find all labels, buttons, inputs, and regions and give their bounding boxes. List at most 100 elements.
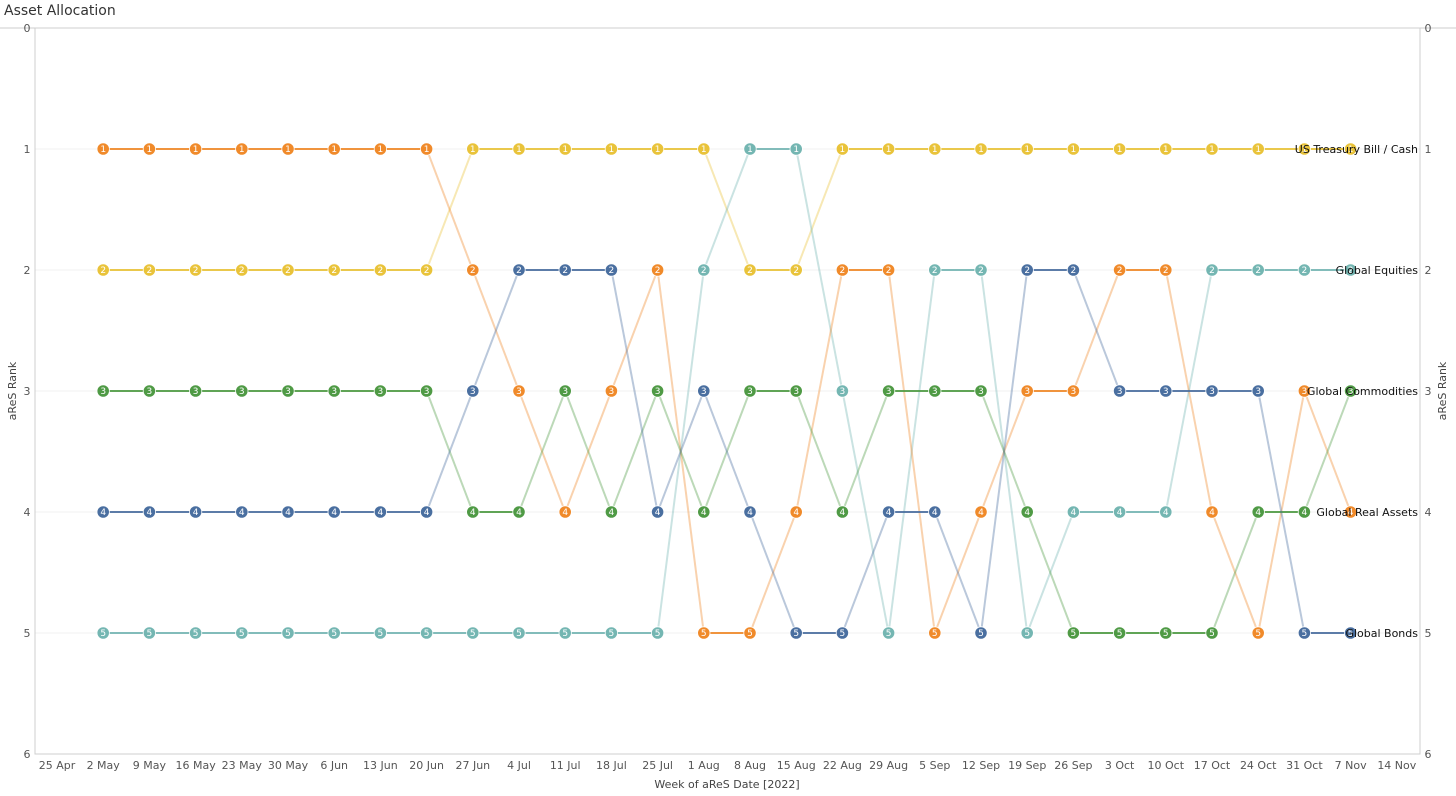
point-value-label: 3 [655,387,661,397]
data-point: 1 [327,142,341,156]
point-marker [835,505,850,519]
data-point: 2 [1205,263,1219,277]
series-line-segment [1026,511,1075,634]
point-marker [1205,263,1219,277]
point-marker [881,263,896,277]
point-value-label: 1 [932,145,938,155]
data-point: 4 [1159,505,1173,519]
x-tick-label: 9 May [133,759,167,772]
point-marker [1251,505,1265,519]
point-marker [512,384,526,398]
point-value-label: 3 [1163,387,1169,397]
data-point: 4 [419,505,434,519]
data-point: 1 [558,142,572,156]
y-tick-label: 6 [24,748,31,761]
y-tick-label: 5 [1425,627,1432,640]
y-tick-label: 2 [24,264,31,277]
point-marker [650,505,665,519]
series-line-segment [656,269,705,634]
data-point: 2 [142,263,156,277]
x-tick-label: 18 Jul [596,759,627,772]
data-point: 5 [142,626,156,640]
data-point: 2 [96,263,110,277]
series-line-segment [749,511,798,634]
data-point: 2 [1344,263,1358,277]
point-value-label: 4 [1163,508,1169,518]
point-value-label: 3 [978,387,984,397]
point-marker [373,263,387,277]
data-point: 3 [558,384,572,398]
point-value-label: 3 [1209,387,1215,397]
point-value-label: 1 [516,145,522,155]
point-marker [881,626,896,640]
point-value-label: 4 [1209,508,1215,518]
point-value-label: 4 [978,508,984,518]
series-line-segment [795,390,844,513]
data-point: 3 [881,384,896,398]
point-marker [604,626,619,640]
point-marker [419,142,434,156]
y-axis-left: 0 1 2 3 4 5 6 [24,22,31,761]
point-value-label: 1 [609,145,615,155]
point-marker [1344,384,1358,398]
chart-title: Asset Allocation [4,3,116,19]
point-marker [1205,505,1219,519]
point-value-label: 2 [747,266,753,276]
point-value-label: 2 [285,266,291,276]
point-marker [96,384,110,398]
data-point: 1 [466,142,480,156]
data-point: 1 [1344,142,1358,156]
series-line-segment [933,511,982,634]
point-value-label: 3 [331,387,337,397]
data-point: 1 [1066,142,1081,156]
point-value-label: 1 [978,145,984,155]
data-point: 2 [928,263,942,277]
series-line-segment [887,269,936,634]
data-point: 2 [1297,263,1312,277]
point-marker [650,263,665,277]
data-point: 3 [1251,384,1265,398]
data-point: 3 [1066,384,1081,398]
data-point: 3 [650,384,665,398]
data-point: 4 [373,505,387,519]
point-value-label: 2 [886,266,892,276]
point-value-label: 5 [1117,629,1123,639]
point-marker [373,142,387,156]
point-value-label: 5 [1209,629,1215,639]
data-point: 2 [558,263,572,277]
data-point: 2 [1159,263,1173,277]
point-marker [1113,505,1127,519]
point-value-label: 4 [100,508,106,518]
point-marker [1205,626,1219,640]
data-point: 4 [1297,505,1312,519]
point-value-label: 2 [1348,266,1354,276]
point-value-label: 4 [701,508,707,518]
data-point: 1 [512,142,526,156]
series-line-segment [933,511,982,634]
data-point: 3 [1344,384,1358,398]
data-point: 2 [1066,263,1081,277]
point-value-label: 2 [378,266,384,276]
data-point: 4 [1020,505,1034,519]
point-value-label: 2 [424,266,430,276]
data-point: 5 [96,626,110,640]
point-value-label: 1 [331,145,337,155]
x-tick-label: 30 May [268,759,309,772]
series-line-segment [1072,269,1121,392]
point-value-label: 1 [886,145,892,155]
data-point: 4 [96,505,110,519]
point-marker [189,384,203,398]
point-value-label: 1 [424,145,430,155]
point-marker [928,505,942,519]
data-point: 2 [373,263,387,277]
x-tick-label: 20 Jun [409,759,444,772]
data-point: 3 [419,384,434,398]
point-marker [697,626,711,640]
x-tick-label: 26 Sep [1054,759,1092,772]
data-point: 4 [974,505,988,519]
data-point: 1 [835,142,850,156]
point-marker [512,626,526,640]
x-tick-label: 5 Sep [919,759,950,772]
data-point: 1 [419,142,434,156]
